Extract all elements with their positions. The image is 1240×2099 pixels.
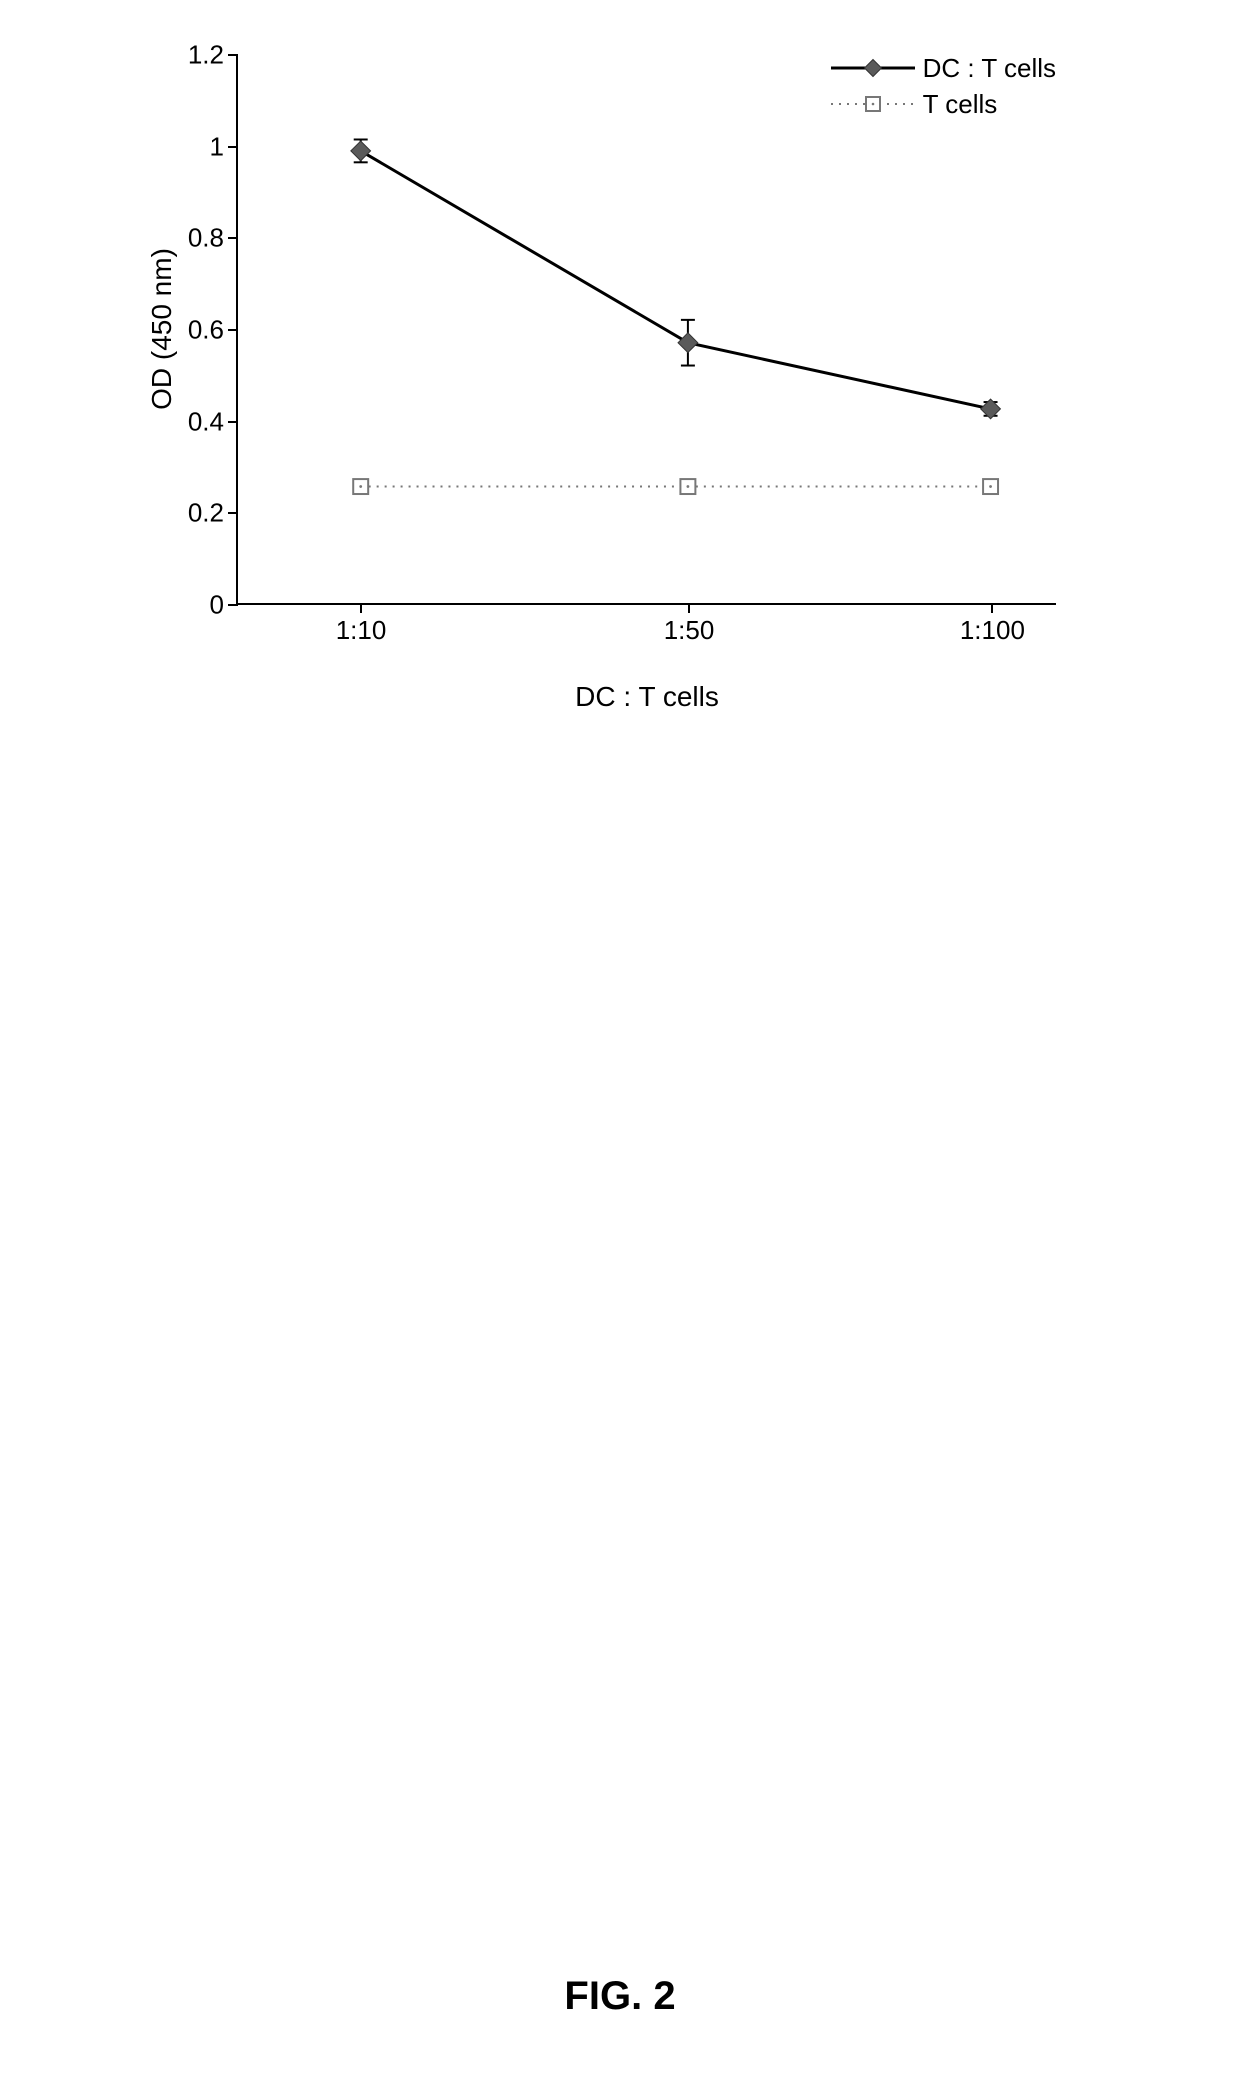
y-tick-label: 0 bbox=[168, 590, 224, 621]
diamond-marker-icon bbox=[831, 58, 915, 78]
legend-swatch-dc-t-cells bbox=[831, 58, 915, 78]
legend-swatch-t-cells bbox=[831, 94, 915, 114]
x-tick-label: 1:10 bbox=[336, 615, 387, 646]
square-marker-icon bbox=[831, 94, 915, 114]
legend: DC : T cells T cells bbox=[831, 53, 1056, 125]
y-tick bbox=[228, 512, 238, 514]
chart-svg bbox=[238, 55, 1056, 603]
page: OD (450 nm) DC : T cells 00.20.40.60.811… bbox=[0, 0, 1240, 2099]
y-tick bbox=[228, 146, 238, 148]
chart-container: OD (450 nm) DC : T cells 00.20.40.60.811… bbox=[130, 40, 1090, 760]
y-tick bbox=[228, 237, 238, 239]
y-tick-label: 0.2 bbox=[168, 498, 224, 529]
plot-area: OD (450 nm) DC : T cells 00.20.40.60.811… bbox=[236, 55, 1056, 605]
y-tick-label: 0.8 bbox=[168, 223, 224, 254]
y-tick bbox=[228, 604, 238, 606]
y-tick bbox=[228, 421, 238, 423]
y-tick bbox=[228, 329, 238, 331]
legend-item-dc-t-cells: DC : T cells bbox=[831, 53, 1056, 83]
y-tick-label: 1.2 bbox=[168, 40, 224, 71]
legend-label: DC : T cells bbox=[923, 53, 1056, 84]
y-tick bbox=[228, 54, 238, 56]
figure-caption: FIG. 2 bbox=[564, 1974, 675, 2019]
y-tick-label: 1 bbox=[168, 131, 224, 162]
x-axis-label: DC : T cells bbox=[575, 681, 719, 713]
x-tick-label: 1:50 bbox=[664, 615, 715, 646]
x-tick bbox=[688, 603, 690, 613]
x-tick bbox=[360, 603, 362, 613]
x-tick-label: 1:100 bbox=[960, 615, 1025, 646]
y-tick-label: 0.4 bbox=[168, 406, 224, 437]
x-tick bbox=[991, 603, 993, 613]
y-tick-label: 0.6 bbox=[168, 315, 224, 346]
legend-item-t-cells: T cells bbox=[831, 89, 1056, 119]
legend-label: T cells bbox=[923, 89, 998, 120]
